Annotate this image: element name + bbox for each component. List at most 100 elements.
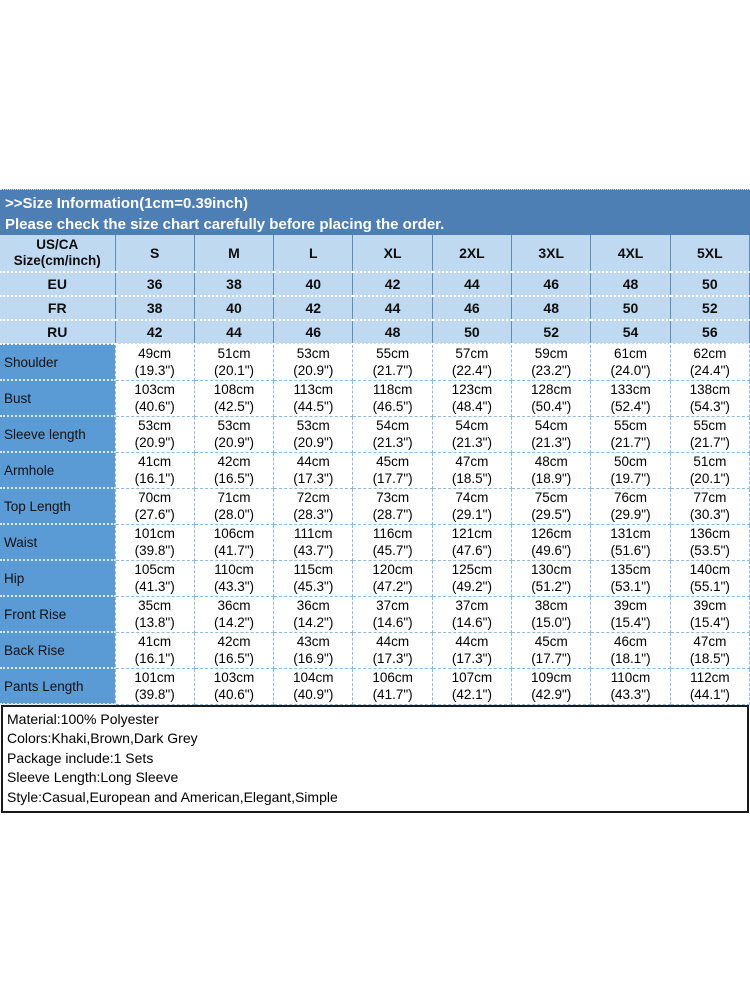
measurement-cell: 116cm (45.7") xyxy=(352,523,433,561)
detail-package: Package include:1 Sets xyxy=(7,749,154,766)
measurement-cell: 112cm (44.1") xyxy=(669,667,750,705)
cm-value: 38cm xyxy=(534,598,568,613)
cm-value: 48cm xyxy=(534,454,568,469)
region-cell: 52 xyxy=(670,296,750,321)
measurement-cell: 53cm (20.9") xyxy=(273,343,354,381)
region-cell: 38 xyxy=(194,272,275,297)
inch-value: (20.9") xyxy=(213,435,254,450)
cm-value: 121cm xyxy=(451,526,493,541)
inch-value: (19.3") xyxy=(134,363,175,379)
cm-value: 44cm xyxy=(296,454,330,469)
cm-value: 109cm xyxy=(530,670,572,685)
cm-value: 140cm xyxy=(689,562,731,577)
measurement-cell: 109cm (42.9") xyxy=(511,667,592,705)
measurement-cell: 103cm (40.6") xyxy=(193,667,275,705)
cm-value: 62cm xyxy=(693,346,727,362)
inch-value: (51.2") xyxy=(531,579,572,594)
measurement-cell: 77cm (30.3") xyxy=(669,487,750,525)
inch-value: (47.6") xyxy=(451,543,492,558)
cm-value: 39cm xyxy=(614,598,648,613)
inch-value: (28.3") xyxy=(293,507,334,522)
cm-value: 106cm xyxy=(213,526,255,541)
cm-value: 105cm xyxy=(134,562,175,577)
measurement-cell: 37cm (14.6") xyxy=(431,595,513,633)
inch-value: (40.9") xyxy=(293,687,334,702)
cm-value: 135cm xyxy=(610,562,651,577)
cm-value: 73cm xyxy=(376,490,410,505)
measurement-cell: 51cm (20.1") xyxy=(669,451,750,489)
cm-value: 43cm xyxy=(296,634,330,649)
cm-value: 45cm xyxy=(376,454,410,469)
cm-value: 104cm xyxy=(293,670,334,685)
measurement-cell: 47cm (18.5") xyxy=(431,451,513,489)
inch-value: (13.8") xyxy=(134,615,175,630)
inch-value: (18.5") xyxy=(689,651,730,666)
measurement-cell: 101cm (39.8") xyxy=(114,523,195,561)
inch-value: (21.3") xyxy=(451,435,492,450)
measurement-cell: 49cm (19.3") xyxy=(114,343,195,381)
cm-value: 125cm xyxy=(451,562,493,577)
measurement-label: Top Length xyxy=(0,488,116,525)
cm-value: 55cm xyxy=(693,418,727,433)
size-col-header: L xyxy=(273,235,354,273)
measurement-row: Sleeve length 53cm (20.9") 53cm (20.9") 53cm (… xyxy=(0,415,750,453)
measurement-cell: 55cm (21.7") xyxy=(352,343,433,381)
inch-value: (14.6") xyxy=(372,615,413,630)
inch-value: (30.3") xyxy=(689,507,730,522)
measurement-cell: 57cm (22.4") xyxy=(431,343,513,381)
measurement-cell: 61cm (24.0") xyxy=(590,343,671,381)
cm-value: 128cm xyxy=(530,382,572,397)
measurement-row: Hip 105cm (41.3") 110cm (43.3") 115cm (45.3") 1… xyxy=(0,559,750,597)
measurement-cell: 106cm (41.7") xyxy=(352,667,433,705)
region-cell: 38 xyxy=(115,296,195,321)
measurement-cell: 76cm (29.9") xyxy=(590,487,671,525)
cm-value: 55cm xyxy=(614,418,648,433)
inch-value: (16.1") xyxy=(134,651,175,666)
measurement-cell: 115cm (45.3") xyxy=(273,559,354,597)
measurement-cell: 47cm (18.5") xyxy=(669,631,750,669)
measurement-cell: 44cm (17.3") xyxy=(273,451,354,489)
region-cell: 42 xyxy=(115,320,195,345)
cm-value: 130cm xyxy=(530,562,572,577)
measurement-cell: 54cm (21.3") xyxy=(352,415,433,453)
inch-value: (21.7") xyxy=(689,435,730,450)
measurement-label: Bust xyxy=(0,380,116,417)
cm-value: 53cm xyxy=(217,418,251,433)
measurement-cell: 35cm (13.8") xyxy=(114,595,195,633)
inch-value: (47.2") xyxy=(372,579,413,594)
region-cell: 46 xyxy=(432,296,513,321)
measurement-label: Hip xyxy=(0,560,116,597)
measurement-label: Pants Length xyxy=(0,668,116,705)
inch-value: (41.7") xyxy=(213,543,254,558)
size-col-header: 3XL xyxy=(511,235,592,273)
cm-value: 36cm xyxy=(296,598,330,613)
inch-value: (49.2") xyxy=(451,579,492,594)
cm-value: 136cm xyxy=(689,526,731,541)
inch-value: (20.9") xyxy=(293,435,334,450)
inch-value: (23.2") xyxy=(531,363,572,379)
size-chart-table: US/CA Size(cm/inch) S M L XL 2XL 3XL 4XL 5XL EU… xyxy=(0,235,750,705)
inch-value: (44.1") xyxy=(689,687,730,702)
region-label: EU xyxy=(0,272,116,297)
region-cell: 44 xyxy=(352,296,433,321)
detail-sleeve-length: Sleeve Length:Long Sleeve xyxy=(7,769,179,786)
measurement-row: Waist 101cm (39.8") 106cm (41.7") 111cm (43.7"… xyxy=(0,523,750,561)
measurement-cell: 108cm (42.5") xyxy=(193,379,275,417)
measurement-cell: 43cm (16.9") xyxy=(273,631,354,669)
cm-value: 120cm xyxy=(372,562,413,577)
inch-value: (20.9") xyxy=(134,435,175,450)
cm-value: 47cm xyxy=(455,454,489,469)
cm-value: 41cm xyxy=(138,454,172,469)
cm-value: 74cm xyxy=(455,490,489,505)
inch-value: (28.7") xyxy=(372,507,413,522)
region-cell: 44 xyxy=(194,320,275,345)
measurement-label: Waist xyxy=(0,524,116,561)
measurement-cell: 39cm (15.4") xyxy=(669,595,750,633)
region-cell: 54 xyxy=(590,320,671,345)
inch-value: (24.4") xyxy=(689,363,730,379)
size-col-header: S xyxy=(115,235,195,273)
measurement-cell: 36cm (14.2") xyxy=(273,595,354,633)
inch-value: (53.1") xyxy=(610,579,651,594)
inch-value: (49.6") xyxy=(531,543,572,558)
measurement-label: Front Rise xyxy=(0,596,116,633)
